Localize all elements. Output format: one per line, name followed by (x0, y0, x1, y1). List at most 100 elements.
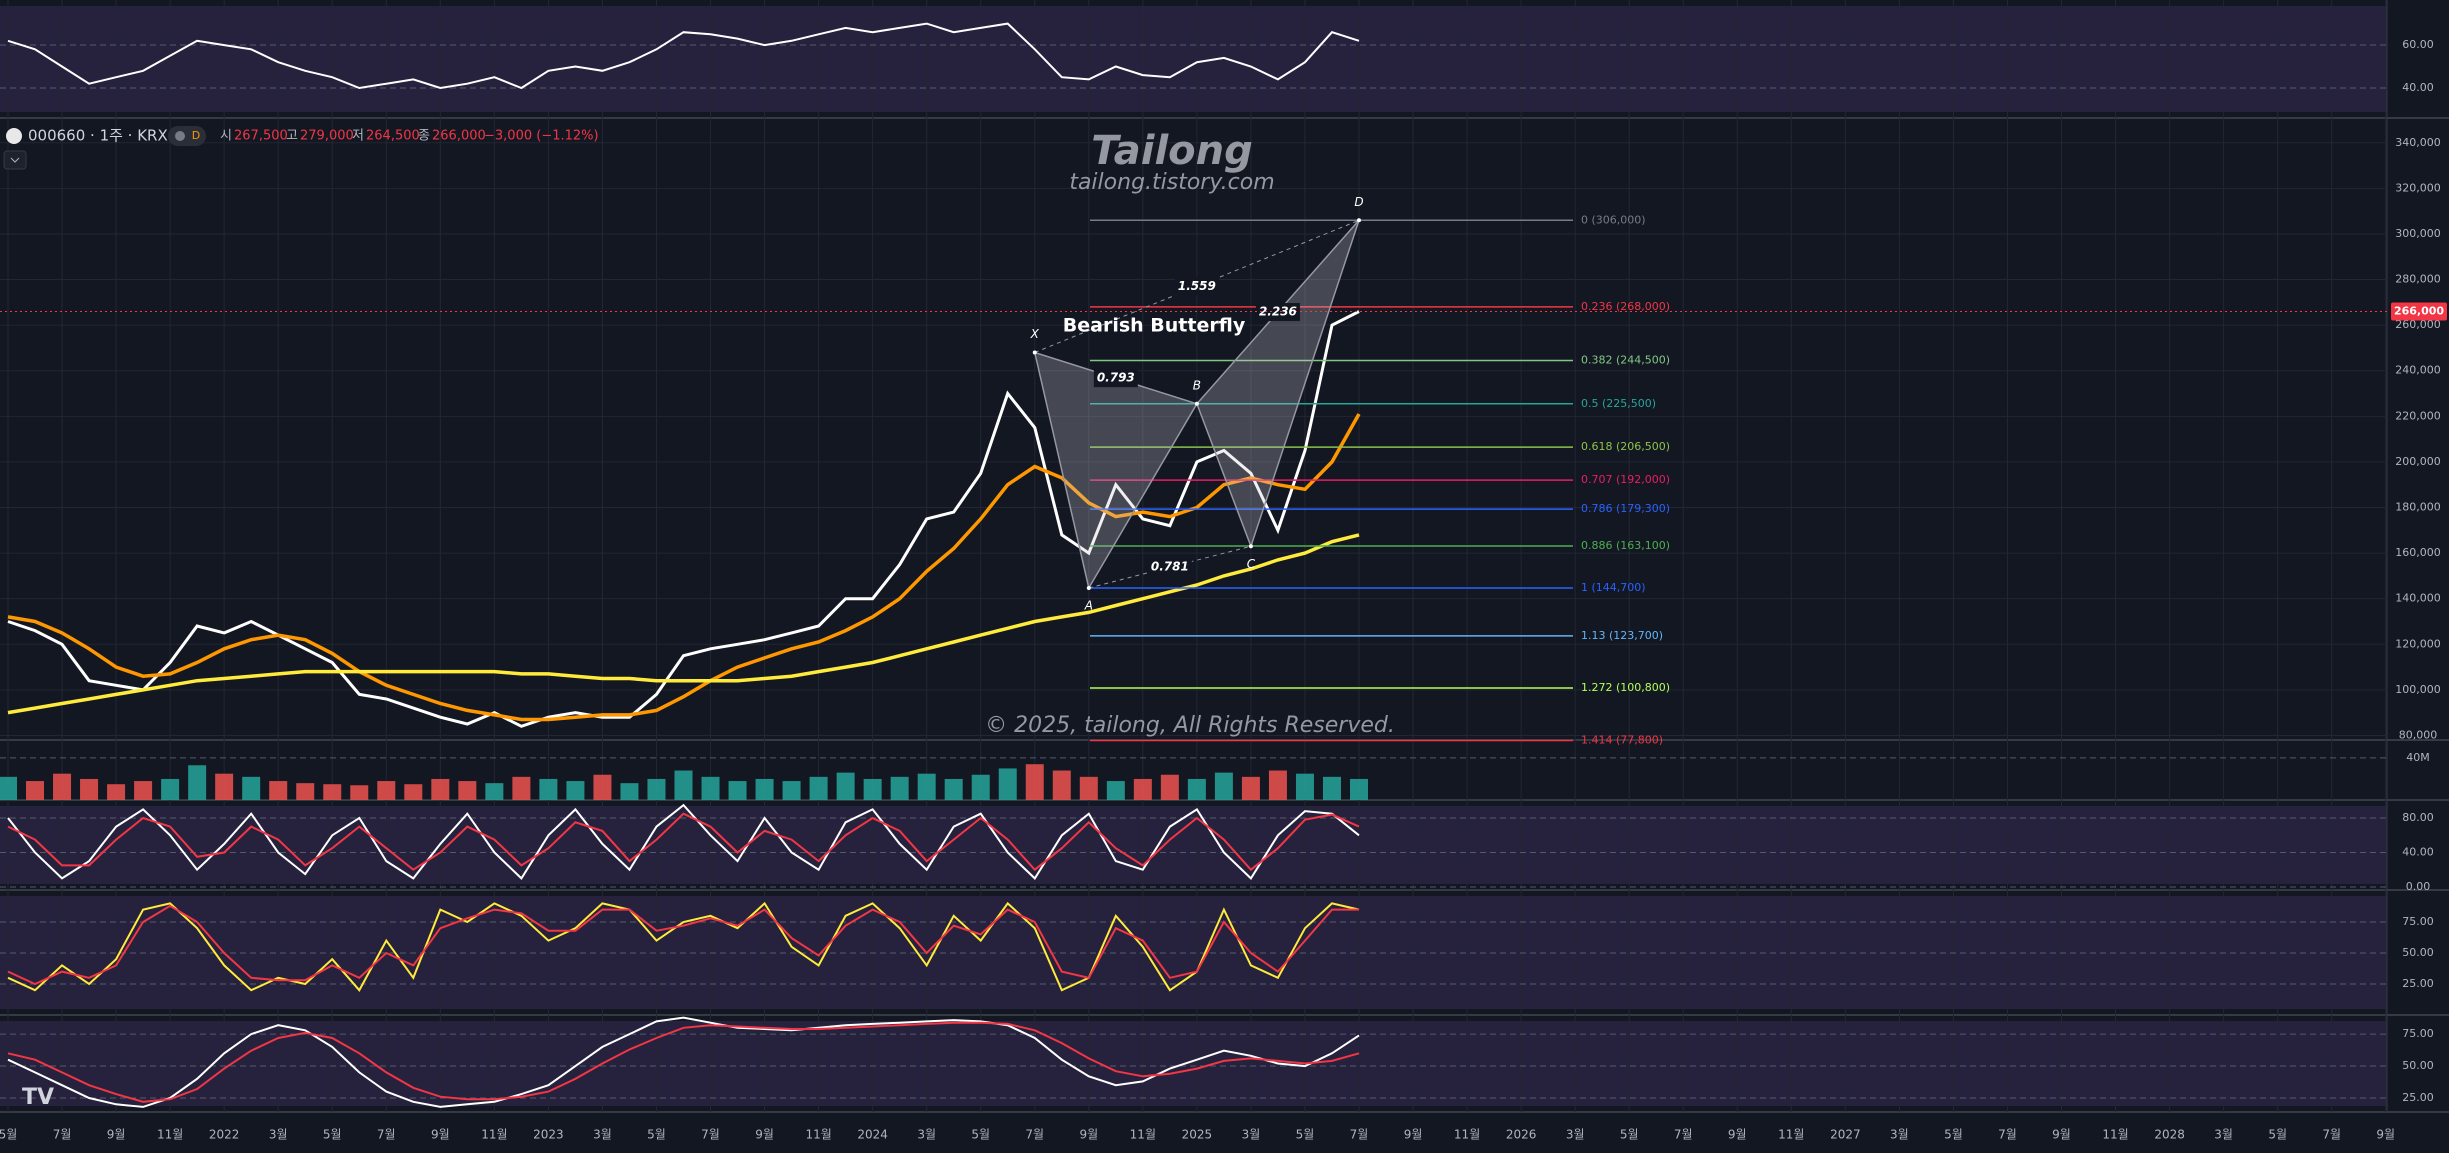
volume-bar (674, 770, 693, 800)
volume-bar (782, 781, 801, 800)
ratio-bg (1147, 558, 1192, 577)
x-tick-label: 2023 (533, 1128, 564, 1142)
badge: D (192, 129, 200, 142)
series-line (7, 310, 1360, 728)
fib-label: 0.382 (244,500) (1581, 353, 1670, 366)
open-label: 시 (220, 129, 232, 144)
volume-bar (512, 776, 531, 800)
volume-bar (1079, 776, 1098, 800)
volume-bar (161, 778, 180, 800)
y-tick-label: 50.00 (2402, 1059, 2434, 1072)
y-tick-label: 140,000 (2395, 592, 2441, 605)
fib-label: 1.414 (77,800) (1581, 733, 1663, 746)
x-tick-label: 11월 (1454, 1128, 1480, 1142)
series-line (7, 904, 1359, 986)
x-tick-label: 11월 (1130, 1128, 1156, 1142)
volume-bar (917, 773, 936, 800)
series-line (7, 812, 1360, 872)
ratio-label: 0.793 (1097, 371, 1135, 385)
x-tick-label: 2024 (857, 1128, 888, 1142)
volume-bar (53, 773, 72, 800)
close-label: 종 (418, 129, 430, 144)
x-tick-label: 5월 (1944, 1128, 1963, 1142)
y-tick-label: 25.00 (2402, 1091, 2434, 1104)
volume-bar (593, 774, 612, 800)
x-tick-label: 5월 (0, 1128, 17, 1142)
last-price-label: 266,000 (2394, 304, 2444, 317)
y-tick-label: 25.00 (2402, 977, 2434, 990)
volume-bar (998, 768, 1017, 800)
y-tick-label: 160,000 (2395, 546, 2441, 559)
collapse-button[interactable] (3, 150, 27, 170)
x-tick-label: 9월 (1728, 1128, 1747, 1142)
low-label: 저 (352, 129, 364, 144)
fib-label: 1 (144,700) (1581, 581, 1646, 594)
volume-bar (1187, 778, 1206, 800)
x-tick-label: 9월 (2052, 1128, 2071, 1142)
x-tick-label: 5월 (1620, 1128, 1639, 1142)
y-tick-label: 320,000 (2395, 181, 2441, 194)
ratio-label: 0.781 (1151, 560, 1189, 574)
open: 267,500 (234, 129, 288, 144)
volume-bar (350, 785, 369, 800)
last-price-tag (2391, 302, 2447, 321)
logo: TV (22, 1085, 54, 1110)
x-tick-label: 7월 (53, 1128, 72, 1142)
y-tick-label: 240,000 (2395, 364, 2441, 377)
pattern-point-label: X (1030, 327, 1040, 341)
x-tick-label: 5월 (1296, 1128, 1315, 1142)
volume-bar (323, 784, 342, 800)
pattern-point-label: D (1354, 195, 1363, 209)
x-tick-label: 5월 (647, 1128, 666, 1142)
x-tick-label: 5월 (2268, 1128, 2287, 1142)
x-tick-label: 11월 (157, 1128, 183, 1142)
ratio-bg (1093, 369, 1138, 388)
volume-bar (701, 776, 720, 800)
volume-bar (377, 781, 396, 800)
volume-bar (269, 781, 288, 800)
y-tick-label: 50.00 (2402, 946, 2434, 959)
fib-label: 0.618 (206,500) (1581, 440, 1670, 453)
volume-bar (1160, 774, 1179, 800)
badge-bg[interactable] (168, 126, 206, 146)
x-tick-label: 9월 (1079, 1128, 1098, 1142)
x-tick-label: 3월 (1242, 1128, 1261, 1142)
y-tick-label: 280,000 (2395, 273, 2441, 286)
volume-bar (647, 778, 666, 800)
watermark-site: tailong.tistory.com (1069, 170, 1274, 195)
x-tick-label: 3월 (269, 1128, 288, 1142)
x-tick-label: 2028 (2154, 1128, 2185, 1142)
x-tick-label: 7월 (2322, 1128, 2341, 1142)
oscillator-band (0, 806, 2387, 884)
x-tick-label: 11월 (2102, 1128, 2128, 1142)
y-tick-label: 40.00 (2402, 81, 2434, 94)
pattern-point-label: B (1193, 378, 1201, 392)
watermark-title: Tailong (1091, 128, 1253, 174)
volume-bar (215, 773, 234, 800)
series-line (7, 1016, 1360, 1108)
x-tick-label: 11월 (481, 1128, 507, 1142)
volume-bar (1268, 770, 1287, 800)
fib-label: 0.707 (192,000) (1581, 473, 1670, 486)
volume-bar (1106, 781, 1125, 800)
volume-bar (944, 778, 963, 800)
y-tick-label: 80,000 (2399, 728, 2438, 741)
pattern-point-label: A (1084, 598, 1093, 612)
x-tick-label: 7월 (1674, 1128, 1693, 1142)
fib-label: 1.13 (123,700) (1581, 629, 1663, 642)
volume-bar (188, 765, 207, 800)
x-tick-label: 9월 (755, 1128, 774, 1142)
x-tick-label: 9월 (107, 1128, 126, 1142)
high-label: 고 (286, 129, 298, 144)
volume-bar (296, 783, 315, 800)
series-line (7, 22, 1360, 90)
volume-bar (863, 778, 882, 800)
volume-bar (431, 778, 450, 800)
x-tick-label: 3월 (1890, 1128, 1909, 1142)
volume-bar (809, 776, 828, 800)
badge-dot (175, 131, 185, 141)
x-tick-label: 5월 (971, 1128, 990, 1142)
y-tick-label: 40.00 (2402, 846, 2434, 859)
x-tick-label: 9월 (431, 1128, 450, 1142)
